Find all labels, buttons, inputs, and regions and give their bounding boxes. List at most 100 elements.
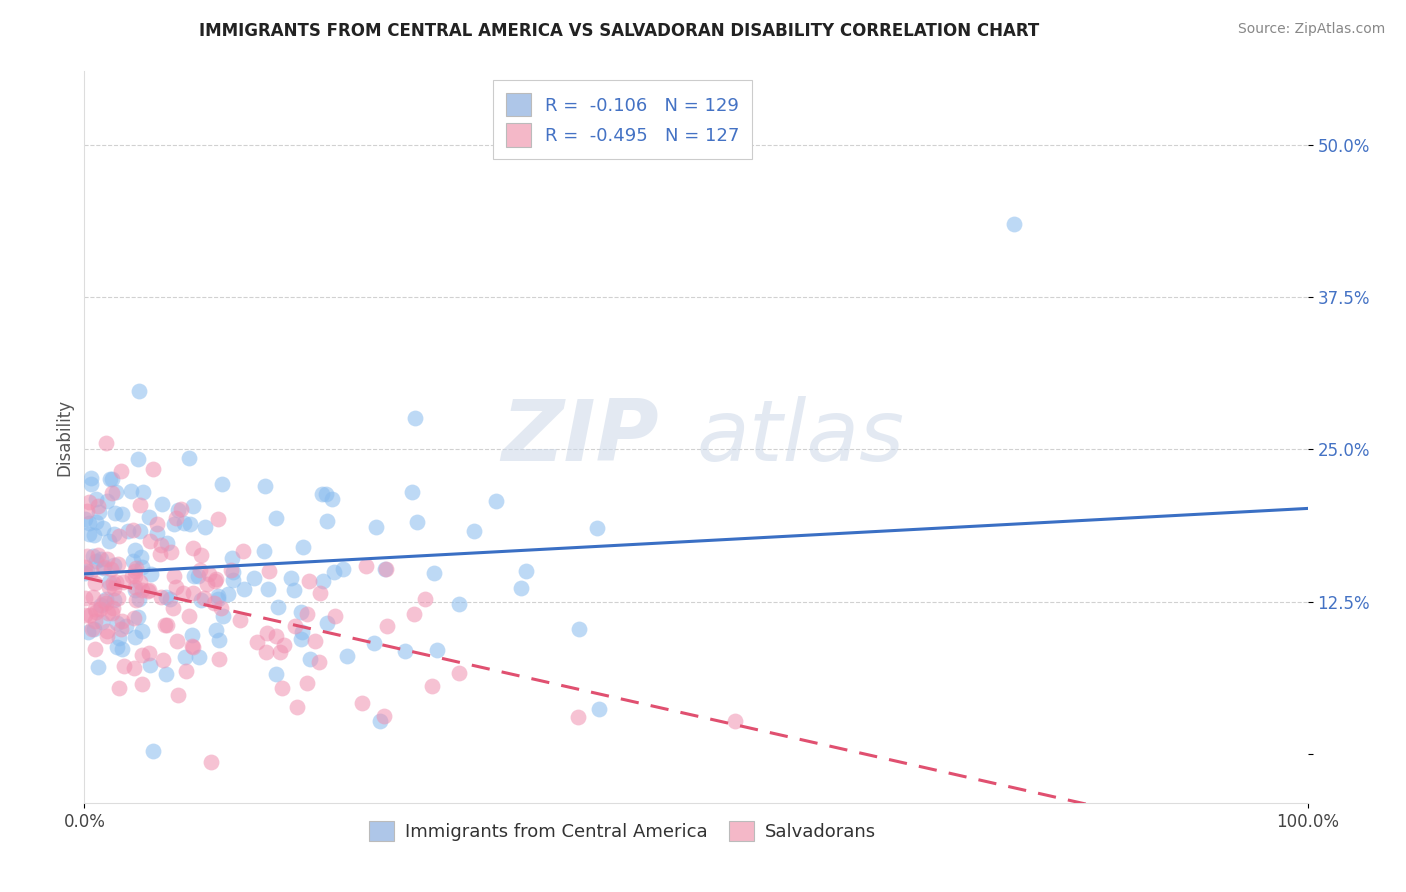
Point: [124, 582, 146, 597]
Point: [96, 552, 118, 566]
Point: [181, 586, 204, 600]
Point: [117, 524, 139, 538]
Point: [98, 472, 121, 486]
Point: [82, 549, 104, 563]
Point: [76, 564, 98, 578]
Point: [77, 624, 100, 639]
Point: [264, 510, 287, 524]
Point: [423, 566, 446, 581]
Point: [188, 562, 211, 576]
Point: [125, 593, 148, 607]
Point: [86, 605, 108, 619]
Point: [125, 560, 148, 574]
Point: [96, 592, 118, 607]
Point: [447, 597, 470, 611]
Point: [105, 616, 128, 631]
Point: [79, 608, 101, 623]
Point: [256, 626, 278, 640]
Point: [155, 667, 177, 681]
Point: [207, 511, 229, 525]
Point: [107, 591, 129, 606]
Point: [145, 525, 167, 540]
Point: [105, 640, 128, 654]
Point: [127, 609, 149, 624]
Point: [76, 504, 98, 518]
Point: [121, 569, 143, 583]
Point: [266, 667, 288, 681]
Point: [128, 591, 150, 606]
Point: [259, 564, 281, 578]
Point: [122, 611, 145, 625]
Point: [139, 534, 162, 549]
Point: [190, 593, 212, 607]
Point: [131, 559, 153, 574]
Point: [463, 524, 485, 538]
Point: [181, 640, 204, 655]
Point: [93, 521, 115, 535]
Point: [447, 666, 470, 681]
Point: [308, 655, 330, 669]
Point: [91, 615, 114, 630]
Point: [84, 602, 107, 616]
Point: [84, 554, 107, 568]
Point: [87, 500, 110, 514]
Point: [162, 600, 184, 615]
Point: [124, 568, 146, 582]
Point: [115, 619, 138, 633]
Point: [269, 645, 291, 659]
Point: [138, 657, 160, 672]
Point: [183, 541, 205, 555]
Point: [208, 652, 231, 666]
Point: [87, 659, 110, 673]
Point: [149, 548, 172, 562]
Point: [426, 643, 449, 657]
Point: [122, 523, 145, 537]
Point: [138, 646, 160, 660]
Point: [160, 545, 183, 559]
Point: [98, 575, 121, 590]
Point: [205, 572, 228, 586]
Text: atlas: atlas: [696, 395, 904, 479]
Point: [84, 492, 107, 507]
Point: [375, 619, 398, 633]
Point: [309, 586, 332, 600]
Point: [122, 661, 145, 675]
Point: [205, 624, 228, 638]
Point: [254, 479, 277, 493]
Point: [374, 562, 396, 576]
Point: [394, 644, 416, 658]
Point: [568, 623, 591, 637]
Point: [82, 590, 104, 604]
Point: [110, 614, 132, 628]
Point: [315, 616, 337, 631]
Point: [142, 744, 165, 758]
Point: [136, 583, 159, 598]
Point: [128, 524, 150, 538]
Point: [304, 634, 326, 648]
Point: [311, 487, 333, 501]
Point: [159, 591, 181, 606]
Point: [129, 499, 152, 513]
Point: [200, 755, 222, 769]
Point: [156, 617, 179, 632]
Point: [97, 580, 120, 594]
Point: [254, 645, 277, 659]
Point: [256, 582, 278, 596]
Point: [167, 688, 190, 702]
Point: [96, 494, 118, 508]
Point: [283, 582, 305, 597]
Point: [131, 648, 153, 662]
Point: [323, 566, 346, 580]
Point: [112, 659, 135, 673]
Point: [97, 606, 120, 620]
Point: [179, 517, 201, 532]
Point: [485, 494, 508, 508]
Point: [323, 608, 346, 623]
Point: [177, 609, 200, 624]
Text: ZIP: ZIP: [502, 395, 659, 479]
Point: [96, 624, 118, 638]
Y-axis label: Disability: Disability: [55, 399, 73, 475]
Point: [111, 641, 134, 656]
Point: [723, 714, 745, 728]
Point: [84, 642, 107, 657]
